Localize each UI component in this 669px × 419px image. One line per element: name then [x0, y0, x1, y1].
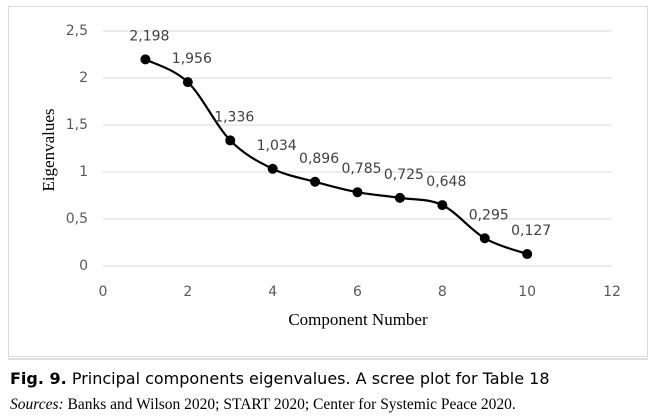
data-point: [267, 163, 278, 174]
y-tick-label: 2,5: [66, 23, 88, 39]
y-axis-title: Eigenvalues: [39, 108, 58, 191]
data-point: [182, 77, 193, 88]
data-label: 1,336: [214, 109, 254, 125]
data-point: [522, 249, 533, 260]
data-label: 0,295: [469, 207, 509, 223]
data-point: [437, 200, 448, 211]
sources-text: Banks and Wilson 2020; START 2020; Cente…: [67, 396, 516, 413]
x-tick-label: 10: [518, 284, 536, 300]
data-label: 0,725: [384, 167, 424, 183]
chart-border: [8, 6, 648, 357]
data-point: [310, 176, 321, 187]
chart: Eigenvalues Component Number 0 0,5 1 1,5 2 2,…: [8, 6, 648, 360]
data-point: [140, 54, 151, 65]
x-tick-label: 8: [438, 284, 447, 300]
sources-label: Sources:: [10, 396, 64, 413]
x-tick-label: 12: [603, 284, 621, 300]
data-label: 2,198: [129, 28, 169, 44]
data-point: [225, 135, 236, 146]
y-tick-label: 0,5: [66, 211, 88, 227]
data-point: [352, 187, 363, 198]
data-label: 0,896: [299, 151, 339, 167]
data-point: [479, 233, 490, 244]
data-label: 0,648: [426, 174, 466, 190]
y-tick-label: 2: [79, 70, 88, 86]
caption: Fig. 9. Principal components eigenvalues…: [10, 369, 550, 388]
data-label: 0,127: [511, 223, 551, 239]
y-tick-label: 1: [79, 164, 88, 180]
x-tick-label: 6: [353, 284, 362, 300]
data-label: 0,785: [341, 161, 381, 177]
x-axis-title: Component Number: [288, 310, 428, 329]
data-label: 1,956: [172, 51, 212, 67]
x-tick-label: 4: [268, 284, 277, 300]
sources: Sources: Banks and Wilson 2020; START 20…: [10, 396, 516, 414]
data-label: 1,034: [257, 138, 297, 154]
data-point: [394, 192, 405, 203]
x-tick-label: 2: [183, 284, 192, 300]
caption-text: Principal components eigenvalues. A scre…: [71, 369, 550, 388]
y-tick-label: 0: [79, 258, 88, 274]
x-tick-label: 0: [99, 284, 108, 300]
caption-label: Fig. 9.: [10, 369, 67, 388]
y-tick-label: 1,5: [66, 117, 88, 133]
series-line: [144, 58, 528, 256]
